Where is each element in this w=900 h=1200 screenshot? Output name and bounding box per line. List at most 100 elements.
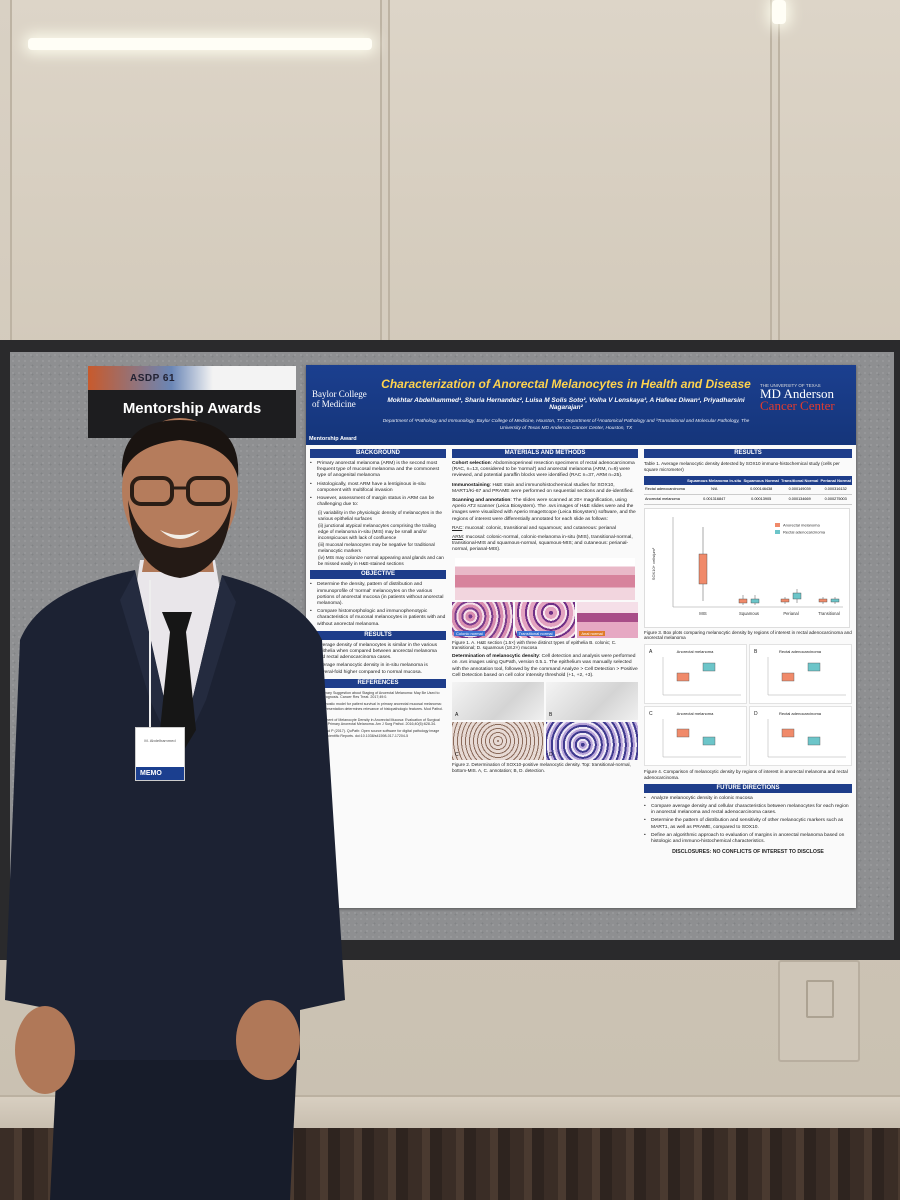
objective-heading: OBJECTIVE [310,570,446,580]
future-item: Analyze melanocytic density in colonic m… [651,795,753,801]
x-tick-label: Transitional [818,611,840,616]
results-left-heading: RESULTS [310,630,446,640]
table-cell: 0.000316132 [819,484,852,495]
figure4-panel-svg: B Rectal adenocarcinoma [754,649,846,696]
table-header-cell: Squamous Normal [742,475,780,485]
panel-letter: A [649,649,653,655]
panel-letter: C [649,711,653,717]
reference-item: 1. Preliminary Suggestion about Staging … [310,690,440,700]
histo-label: Anal normal [579,630,605,636]
background-sub-item: (iv) MIS may colonize normal appearing a… [318,555,444,567]
rac-label: RAC [452,525,463,531]
ceiling-light-left [28,38,372,50]
immuno-label: Immunostaining [452,482,490,488]
cohort-label: Cohort selection [452,461,491,466]
boxplot-box [830,598,840,602]
ihc-detection-image: B [546,682,638,721]
x-tick-label: Squamous [739,611,759,616]
poster-title: Characterization of Anorectal Melanocyte… [381,377,751,391]
immuno-text: : H&E stain and immunohistochemical stud… [452,482,634,494]
boxplot-box [792,592,802,599]
histo-label: Transitional normal [516,630,555,636]
figure3-caption: Figure 3. Box plots comparing melanocyti… [644,629,852,641]
panel-box [702,662,716,672]
panel-box [702,736,716,746]
logo-line1: MD Anderson [760,386,835,401]
table-cell: Anorectal melanoma [644,494,687,505]
background-sub-item: (iii) mucosal melanocytes may be negativ… [318,542,435,554]
future-item: Define an algorithmic approach to evalua… [651,832,845,844]
panel-box [781,672,795,682]
figure2-caption: Figure 2. Determination of SOX10-positiv… [452,762,631,773]
figure4-panel: A Anorectal melanoma [644,644,747,705]
boxplot-box [750,598,760,603]
density-text: : Cell detection and analysis were perfo… [452,654,638,678]
figure4-caption: Figure 4. Comparison of melanocytic dens… [644,769,848,780]
panel-letter: C [455,752,459,759]
table-cell: Rectal adenocarcinoma [644,484,687,495]
table-cell: 0.001316847 [686,494,743,505]
table-header-cell: Transitional Normal [779,475,820,485]
table-cell: N/A [686,484,743,495]
badge-name: M. Abdelhammed [144,738,176,743]
future-item: Compare average density and cellular cha… [651,803,849,816]
scan-label: Scanning and annotation [452,498,511,504]
transitional-histology-image: Transitional normal [514,601,576,638]
logo-small-text: THE UNIVERSITY OF TEXAS [760,383,821,388]
density-label: Determination of melanocytic density [452,654,539,660]
results-right-heading: RESULTS [644,449,852,458]
background-sub-item: (ii) junctional atypical melanocytes com… [318,523,437,541]
cohort-text: : Abdominoperineal resection specimens o… [452,461,635,479]
panel-letter: A [455,712,459,719]
figure1-caption: Figure 1. A. H&E section (1.5×) with thr… [452,639,617,651]
ceiling-light-right [772,0,786,24]
mentorship-sign: ASDP 61 Mentorship Awards [88,366,296,438]
reference-item: 3. Assessment of Melanocyte Density in A… [310,717,440,727]
arm-label: ARM [452,535,463,541]
future-item: Determine the pattern of distribution an… [651,818,844,830]
table1-caption: Table 1. Average melanocytic density det… [644,461,840,472]
panel-box [676,672,690,682]
wall-panel-center [388,0,772,347]
baylor-logo: Baylor College of Medicine [312,389,367,409]
legend-swatch [775,522,780,527]
background-bullet: However, assessment of margin status in … [317,496,435,508]
background-heading: BACKGROUND [310,449,446,458]
background-bullet: Histologically, most ARM have a lentigin… [317,481,426,493]
rac-text: : mucosal: colonic, transitional and squ… [462,525,616,531]
methods-heading: MATERIALS AND METHODS [452,449,638,458]
background-bullet: Primary anorectal melanoma (ARM) is the … [317,461,440,479]
carpet-floor [0,1128,900,1200]
x-tick-label: MIS [699,611,707,616]
baseboard [0,1095,900,1132]
panel-letter: B [549,712,553,719]
anal-histology-image: Anal normal [577,601,638,638]
wall-outlet-plate [778,960,860,1062]
panel-title: Anorectal melanoma [677,711,714,716]
sign-title: Mentorship Awards [122,400,262,417]
table-row: Rectal adenocarcinoma N/A 0.000146438 0.000… [644,484,852,495]
table-header-cell: Perianal Normal [819,475,852,485]
badge-label: MEMO [136,767,184,780]
panel-title: Rectal adenocarcinoma [779,649,822,654]
reference-item: 2. ... Prognostic model for patient surv… [310,702,444,716]
poster-authors: Mokhtar Abdelhammed¹, Sharia Hernandez²,… [387,397,745,411]
panel-box [807,736,821,746]
poster-column-left: BACKGROUND • Primary anorectal melanoma (… [310,449,446,738]
poster-column-middle: MATERIALS AND METHODS Cohort selection: … [452,449,638,904]
figure4-panel-svg: C Anorectal melanoma [649,711,741,758]
boxplot-box [780,598,790,602]
objective-text: Compare histomorphologic and immunopheno… [317,609,446,627]
reference-item: 4. Bankhead P (2017). QuPath: Open sourc… [310,729,440,738]
ihc-mis-annotation-image: C [452,722,544,761]
ihc-row-bottom: C D [452,722,638,761]
background-sub-item: (i) variability in the physiologic densi… [318,510,443,522]
objective-text: Determine the density, pattern of distri… [317,582,444,607]
panel-title: Anorectal melanoma [677,649,714,654]
x-tick-label: Perianal [783,611,798,616]
logo-line2: Cancer Center [760,398,835,413]
arm-text: : mucosal: colonic-normal, colonic-melan… [452,535,633,553]
table-header-cell: Squamous Melanoma in-situ [686,475,743,485]
research-poster: Baylor College of Medicine Characterizat… [306,365,856,908]
poster-column-right: RESULTS Table 1. Average melanocytic den… [644,449,852,856]
